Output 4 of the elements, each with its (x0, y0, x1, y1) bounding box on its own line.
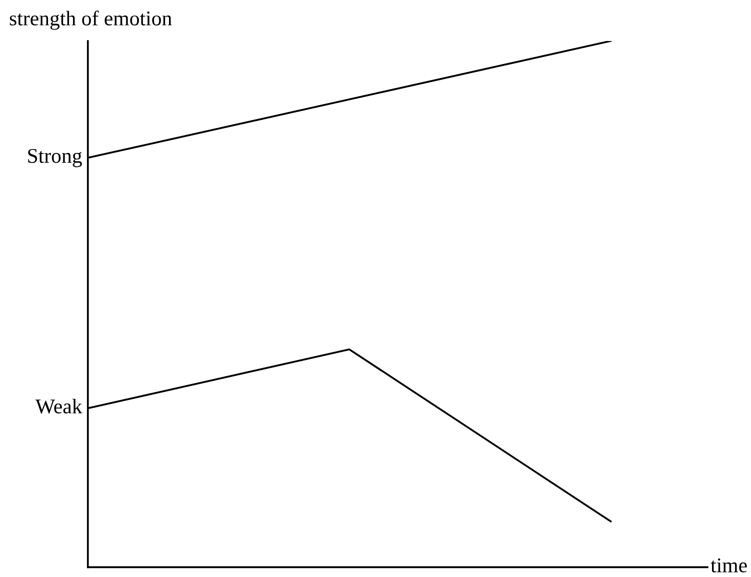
y-axis-title: strength of emotion (10, 10, 172, 30)
text: Weak (35, 398, 82, 414)
x-axis-title: time (710, 558, 747, 572)
text: Strong (28, 148, 82, 168)
